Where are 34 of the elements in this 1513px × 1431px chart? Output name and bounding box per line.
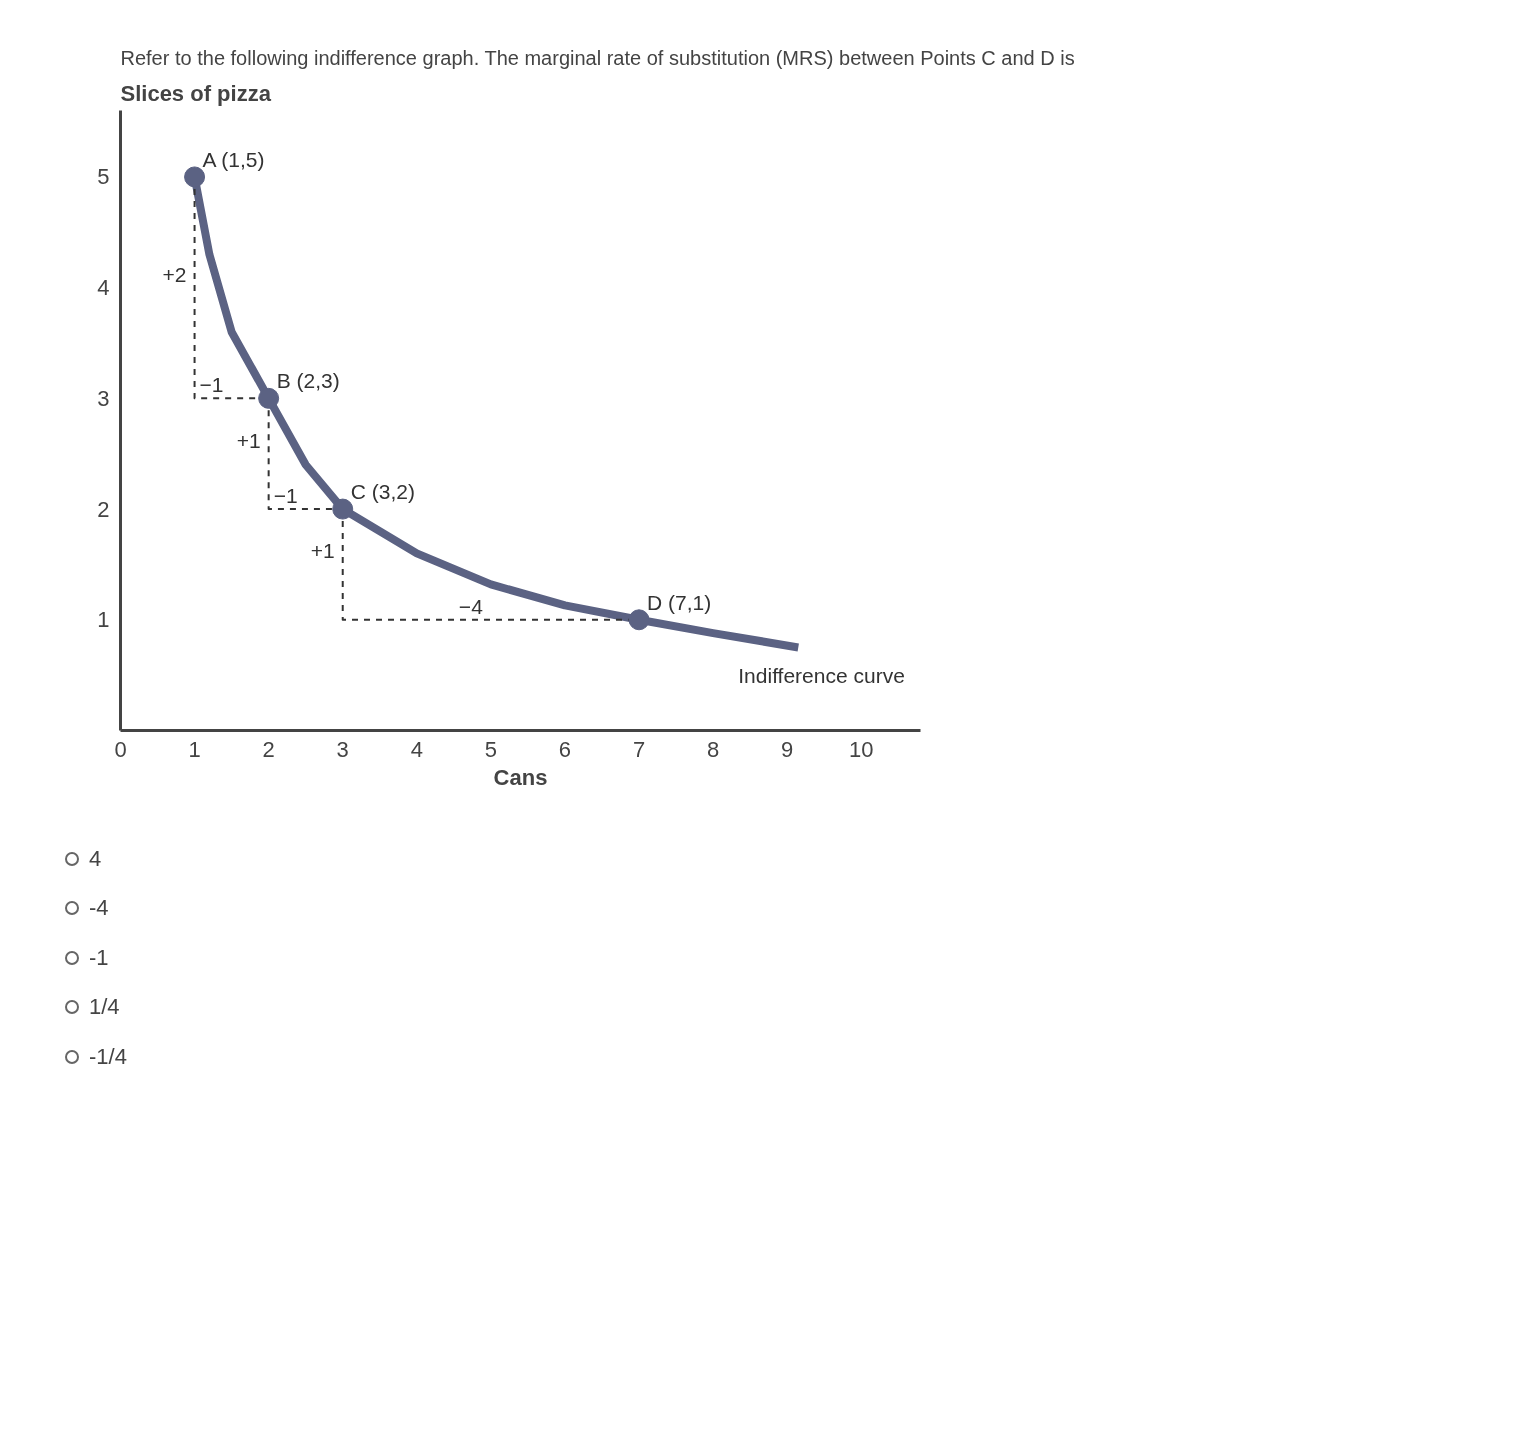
annotation: −4 <box>458 594 484 618</box>
x-axis-title: Cans <box>493 764 548 790</box>
text: -1 <box>88 943 110 972</box>
x-tick-label: 0 <box>114 736 127 762</box>
y-axis-title: Slices of pizza <box>120 80 272 106</box>
x-tick-label: 2 <box>262 736 275 762</box>
x-tick-label: 7 <box>632 736 646 762</box>
annotation: B (2,3) <box>276 369 340 393</box>
x-tick-label: 4 <box>410 736 423 762</box>
x-tick-label: 1 <box>188 736 201 762</box>
annotation: −1 <box>199 373 224 397</box>
y-tick-label: 5 <box>97 164 110 190</box>
y-tick-label: 3 <box>97 385 110 411</box>
x-tick-label: 5 <box>484 736 497 762</box>
annotation: −1 <box>273 484 298 508</box>
text: -1/4 <box>88 1042 127 1071</box>
text: -4 <box>88 894 110 923</box>
annotation: +1 <box>310 539 335 563</box>
y-tick-label: 1 <box>97 607 110 633</box>
x-tick-label: 3 <box>336 736 349 762</box>
annotation: +2 <box>162 262 187 286</box>
annotation: Indifference curve <box>738 664 905 688</box>
y-tick-label: 4 <box>97 275 110 301</box>
y-tick-label: 2 <box>97 496 110 522</box>
x-tick-label: 9 <box>781 736 794 762</box>
annotation: A (1,5) <box>202 147 265 171</box>
annotation: C (3,2) <box>350 480 415 504</box>
chart-title: Refer to the following indifference graph. The marginal rate of substitution (MRS) between Points C and D is <box>120 46 1075 69</box>
annotation: D (7,1) <box>647 590 712 614</box>
annotation: +1 <box>236 428 261 452</box>
x-tick-label: 6 <box>558 736 572 762</box>
text: 1/4 <box>88 993 121 1022</box>
x-tick-label: 10 <box>849 736 874 762</box>
x-tick-label: 8 <box>706 736 720 762</box>
